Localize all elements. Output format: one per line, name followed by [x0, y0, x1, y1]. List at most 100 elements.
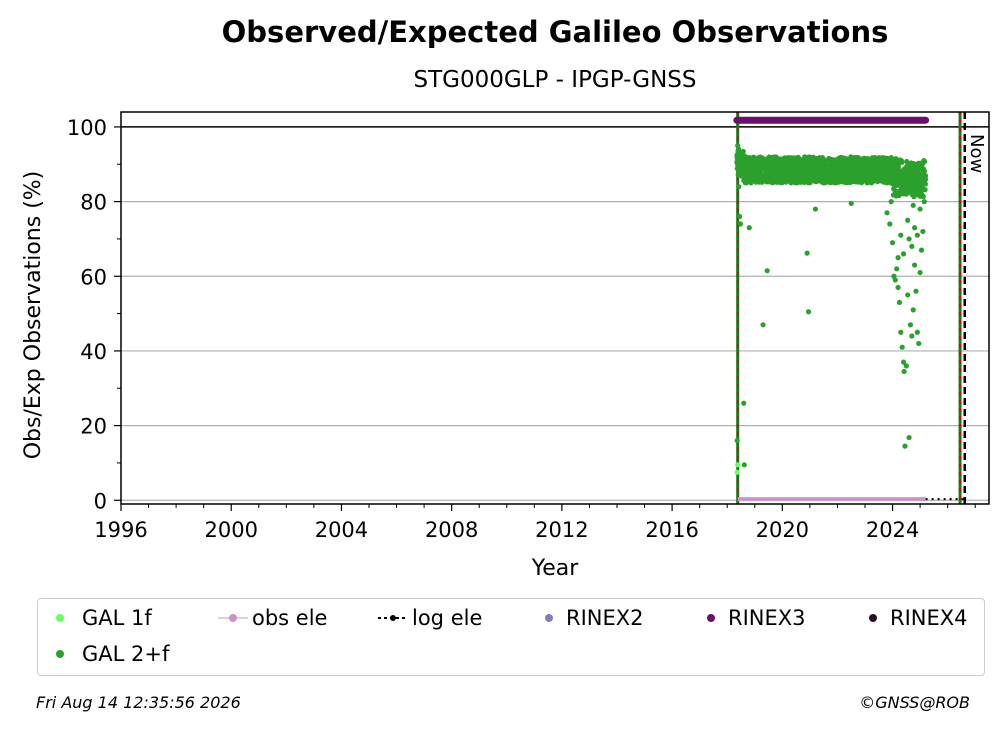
footer-timestamp: Fri Aug 14 12:35:56 2026: [36, 693, 241, 712]
y-tick-label: 20: [80, 415, 107, 439]
gal-2f-point: [905, 292, 911, 298]
gal-2f-point: [907, 322, 914, 328]
gal-2f-point: [916, 340, 922, 347]
y-tick-label: 100: [67, 116, 107, 140]
rinex3-marker-icon: [698, 608, 724, 628]
gal-2f-point: [764, 268, 770, 274]
log-ele-marker-icon: [378, 608, 408, 628]
gal-2f-point: [895, 255, 901, 261]
gal-2f-point: [906, 434, 912, 441]
legend-label-rinex2: RINEX2: [566, 606, 644, 630]
x-tick-label: 2008: [425, 518, 478, 542]
x-tick-label: 2000: [204, 518, 257, 542]
axis-ticks: 0 20 40 60 80 100 1996 2000 2004 2008 2012 2016 2020…: [67, 116, 976, 542]
gal-2f-point: [920, 228, 926, 235]
gal-2f-point: [737, 221, 744, 227]
gal-2f-point: [909, 333, 915, 339]
gal-2f-point: [917, 206, 923, 212]
x-tick-label: 2020: [756, 518, 809, 542]
gal-2f-point: [903, 191, 909, 197]
gal-2f-point: [910, 202, 916, 208]
legend-label-gal-1f: GAL 1f: [82, 606, 152, 630]
gal-2f-point: [884, 210, 890, 216]
legend-item-obs-ele: obs ele: [218, 606, 327, 630]
legend-item-rinex2: RINEX2: [536, 606, 644, 630]
x-tick-label: 2012: [535, 518, 588, 542]
gal-2f-point: [900, 359, 907, 365]
gal-2f-point: [922, 187, 928, 193]
gal-2f-point: [920, 193, 926, 200]
gal-2f-point: [913, 288, 919, 294]
gal-1f-point: [734, 469, 740, 475]
gal-2f-point: [888, 199, 894, 205]
now-label: Now: [966, 134, 987, 173]
gal-2f-point: [921, 168, 928, 174]
x-tick-label: 1996: [94, 518, 147, 542]
gal-2f-point: [896, 299, 903, 305]
gal-2f-point: [909, 243, 915, 249]
legend-item-log-ele: log ele: [378, 606, 482, 630]
gal-2f-point: [735, 143, 741, 149]
gal-2f-point: [805, 309, 812, 315]
gal-2f-point: [905, 217, 911, 223]
gal-2f-point: [889, 240, 896, 246]
gal-2f-point: [736, 184, 742, 190]
gal-2f-point: [887, 221, 893, 227]
chart-subtitle: STG000GLP - IPGP-GNSS: [413, 67, 696, 93]
footer-credit: ©GNSS@ROB: [859, 693, 970, 712]
gal-2f-point: [848, 200, 854, 207]
gal-1f-marker-icon: [52, 608, 78, 628]
gal-2f-point: [741, 400, 747, 406]
y-tick-label: 80: [80, 191, 107, 215]
gal-2f-point: [737, 213, 743, 220]
legend-item-gal-2f: GAL 2+f: [52, 642, 169, 666]
y-tick-label: 40: [80, 340, 107, 364]
gal-2f-point: [734, 437, 740, 444]
gal-2f-point: [917, 269, 923, 276]
gal-2f-point: [741, 462, 747, 468]
gal-2f-point: [892, 277, 898, 283]
legend-label-rinex3: RINEX3: [728, 606, 806, 630]
obs-ele-marker-icon: [218, 608, 248, 628]
rinex4-marker-icon: [860, 608, 886, 628]
gal-1f-point: [735, 462, 741, 468]
gal-2f-point: [912, 262, 918, 268]
rinex2-marker-icon: [536, 608, 562, 628]
gal-2f-point: [900, 251, 907, 257]
gal-2f-point: [912, 225, 918, 231]
gal-2f-point: [922, 181, 928, 187]
y-axis-label: Obs/Exp Observations (%): [21, 171, 46, 460]
legend-label-obs-ele: obs ele: [252, 606, 328, 630]
legend-item-rinex3: RINEX3: [698, 606, 806, 630]
plot-frame: [120, 111, 990, 505]
y-tick-label: 0: [94, 489, 107, 513]
gal-2f-point: [760, 322, 766, 328]
legend: GAL 1f GAL 2+f obs ele log ele RINEX2 RI…: [37, 598, 985, 676]
gal-2f-point: [895, 164, 901, 170]
legend-item-rinex4: RINEX4: [860, 606, 968, 630]
gal-2f-point: [895, 284, 901, 291]
y-tick-label: 60: [80, 265, 107, 289]
gal-2f-point: [898, 232, 904, 238]
gal-2f-point: [740, 148, 746, 155]
grid-lines: [121, 126, 989, 501]
x-tick-label: 2004: [315, 518, 368, 542]
legend-label-gal-2f: GAL 2+f: [82, 642, 170, 666]
gal-2f-point: [899, 344, 905, 350]
gal-2f-point: [910, 307, 916, 313]
plot-area: [733, 112, 967, 504]
gal-2f-point: [899, 159, 905, 165]
gal-2f-point: [906, 236, 912, 242]
chart-title: Observed/Expected Galileo Observations: [222, 15, 889, 49]
gal-2f-point: [898, 329, 904, 335]
gal-2f-point: [914, 329, 920, 335]
gal-2f-point: [902, 443, 908, 449]
legend-label-log-ele: log ele: [412, 606, 483, 630]
gal-2f-point: [923, 176, 929, 182]
legend-label-rinex4: RINEX4: [890, 606, 968, 630]
gal-2f-point: [901, 368, 907, 375]
legend-item-gal-1f: GAL 1f: [52, 606, 152, 630]
gal-2f-point: [894, 266, 900, 272]
gal-2f-point: [804, 250, 810, 256]
x-tick-label: 2024: [866, 518, 919, 542]
